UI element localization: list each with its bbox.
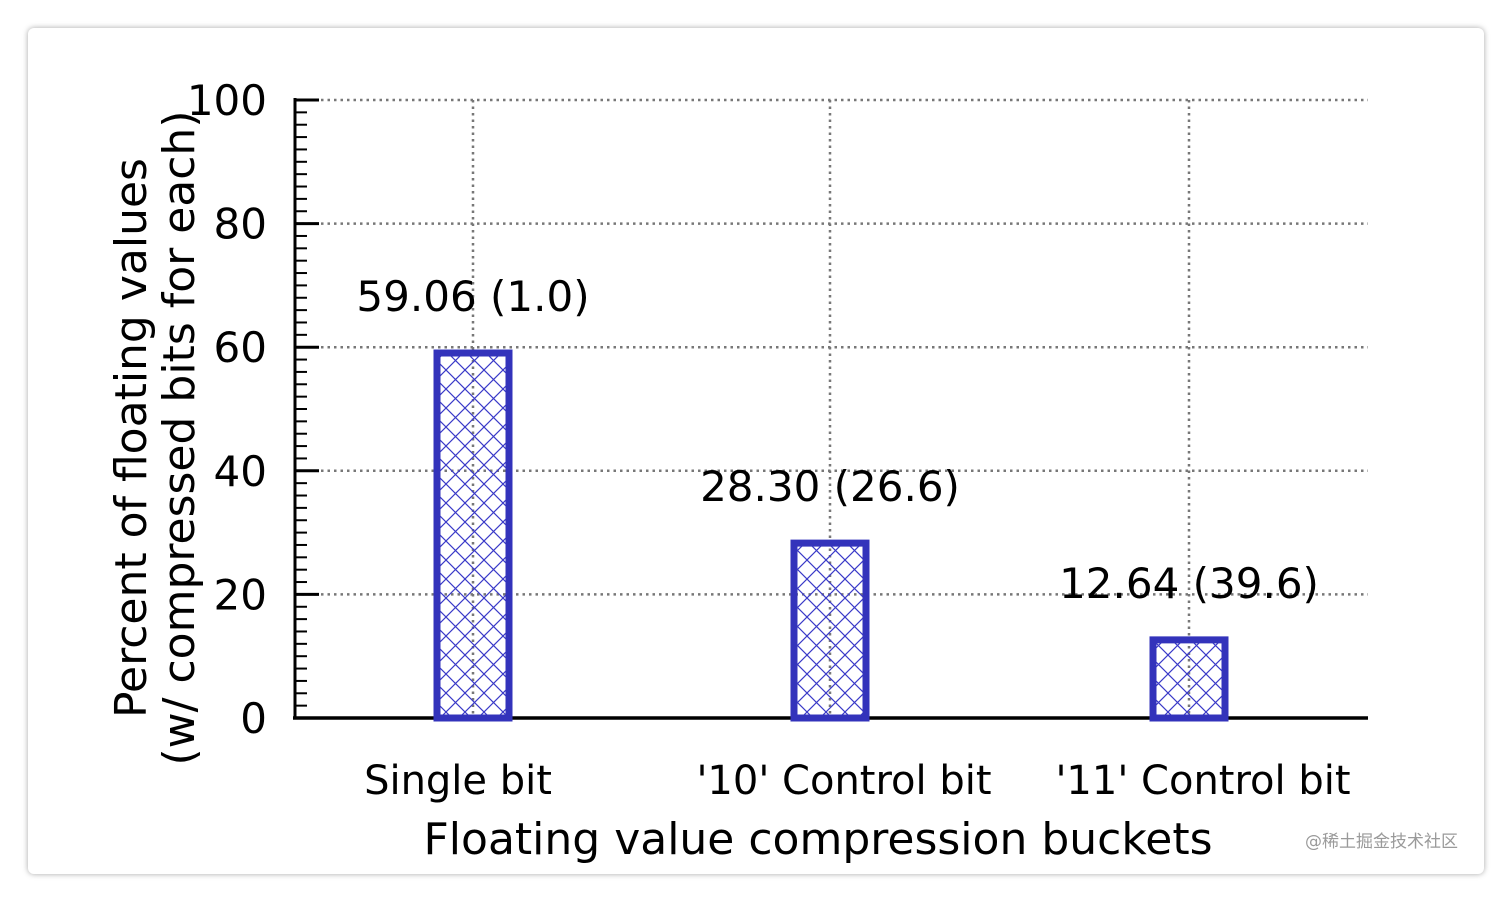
- bar: [790, 539, 870, 722]
- y-tick-label: 0: [240, 694, 267, 743]
- data-label: 12.64 (39.6): [1059, 559, 1319, 608]
- x-axis-title: Floating value compression buckets: [424, 814, 1213, 865]
- y-tick-label: 80: [214, 200, 267, 249]
- bar: [433, 349, 513, 722]
- y-tick-label: 100: [187, 76, 267, 125]
- y-tick-label: 60: [214, 323, 267, 372]
- x-tick-label: '11' Control bit: [1055, 758, 1350, 804]
- bar: [1149, 636, 1229, 722]
- y-axis-title-line2: (w/ compressed bits for each): [154, 111, 205, 766]
- data-label: 59.06 (1.0): [356, 272, 589, 321]
- x-tick-label: Single bit: [364, 758, 552, 804]
- y-tick-label: 20: [214, 570, 267, 619]
- y-tick-label: 40: [214, 447, 267, 496]
- watermark: @稀土掘金技术社区: [1305, 832, 1458, 852]
- x-tick-label: '10' Control bit: [696, 758, 991, 804]
- bar-chart: 0 20 40 60 80 100 59.06 (1.0) 28.30 (26.6) 12.6…: [106, 76, 1368, 865]
- chart-card: 0 20 40 60 80 100 59.06 (1.0) 28.30 (26.6) 12.6…: [28, 28, 1484, 874]
- data-label: 28.30 (26.6): [700, 462, 960, 511]
- y-axis-title-line1: Percent of floating values: [106, 158, 157, 718]
